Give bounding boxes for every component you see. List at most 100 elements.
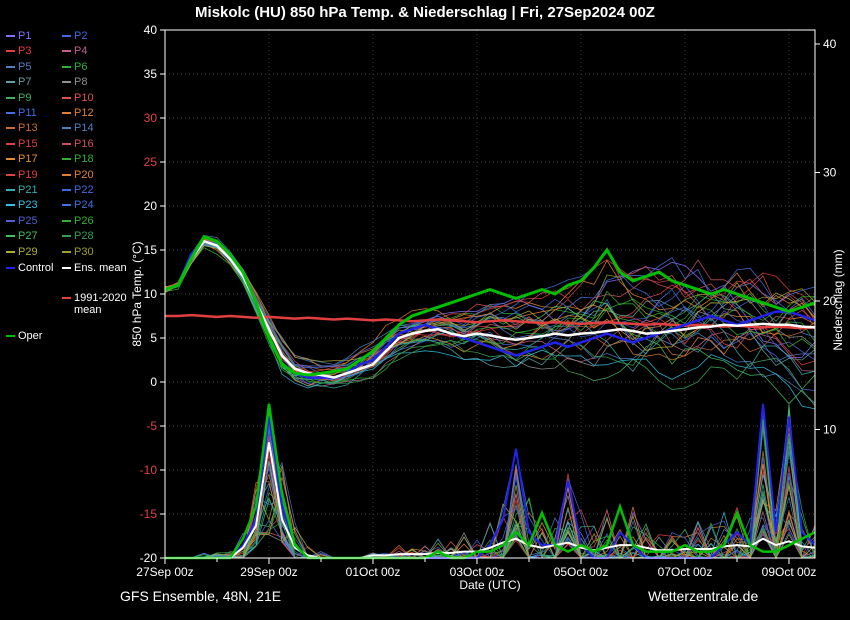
legend-item-label: P15 — [18, 137, 38, 150]
legend-item-label: P20 — [74, 168, 94, 181]
legend-color-dash-icon — [62, 65, 71, 68]
legend-item-p8: P8 — [62, 76, 87, 88]
legend-item-label: P23 — [18, 199, 38, 212]
legend-item-p20: P20 — [62, 169, 94, 181]
footer-site-name: Wetterzentrale.de — [648, 588, 759, 604]
legend-item-label: 1991-2020 mean — [74, 292, 127, 316]
svg-text:05Oct 00z: 05Oct 00z — [554, 565, 609, 579]
legend-item-label: P13 — [18, 122, 38, 135]
legend-item-label: P30 — [74, 245, 94, 258]
legend-color-dash-icon — [62, 204, 71, 207]
legend-item-label: P25 — [18, 214, 38, 227]
legend-item-label: P16 — [74, 137, 94, 150]
legend-item-label: P17 — [18, 153, 38, 166]
svg-text:-5: -5 — [146, 419, 157, 433]
legend-item-p19: P19 — [6, 169, 38, 181]
legend-color-dash-icon — [62, 235, 71, 238]
legend-item-label: P12 — [74, 107, 94, 119]
svg-text:29Sep 00z: 29Sep 00z — [240, 565, 297, 579]
x-axis-label: Date (UTC) — [459, 578, 521, 592]
legend-color-dash-icon — [6, 65, 15, 68]
legend-item-p6: P6 — [62, 61, 87, 73]
legend-item-p5: P5 — [6, 61, 31, 73]
legend-item-p4: P4 — [62, 45, 87, 57]
legend-color-dash-icon — [6, 219, 15, 222]
legend: P1 P2 P3 P4 P5 P6 P7 P8 P9 P10 P11 P12 P13 P14 P15 P16 P… — [4, 30, 144, 360]
legend-item-p18: P18 — [62, 153, 94, 165]
legend-item-label: P19 — [18, 168, 38, 181]
legend-item-p12: P12 — [62, 107, 94, 119]
legend-color-dash-icon — [62, 142, 71, 145]
legend-item-label: P18 — [74, 153, 94, 166]
legend-item-p16: P16 — [62, 138, 94, 150]
svg-text:-15: -15 — [140, 507, 158, 521]
legend-item-p3: P3 — [6, 45, 31, 57]
svg-text:35: 35 — [144, 67, 158, 81]
legend-color-dash-icon — [6, 250, 15, 253]
legend-item-label: Ens. mean — [74, 262, 127, 274]
legend-item-p25: P25 — [6, 215, 38, 227]
svg-text:10: 10 — [144, 287, 158, 301]
svg-text:40: 40 — [823, 37, 837, 51]
legend-color-dash-icon — [6, 173, 15, 176]
legend-item-label: P24 — [74, 199, 94, 212]
svg-text:09Oct 00z: 09Oct 00z — [762, 565, 817, 579]
legend-color-dash-icon — [62, 112, 71, 114]
legend-item-label: P28 — [74, 230, 94, 243]
legend-color-dash-icon — [6, 267, 15, 269]
legend-item-p29: P29 — [6, 246, 38, 258]
legend-item-clim-mean: 1991-2020 mean — [62, 292, 136, 316]
legend-item-p10: P10 — [62, 92, 94, 104]
legend-color-dash-icon — [62, 158, 71, 161]
legend-item-p23: P23 — [6, 199, 38, 211]
legend-color-dash-icon — [6, 189, 15, 191]
svg-text:-10: -10 — [140, 463, 158, 477]
legend-item-p14: P14 — [62, 122, 94, 134]
legend-item-label: P11 — [18, 107, 37, 119]
legend-item-label: P22 — [74, 184, 94, 196]
legend-item-label: P14 — [74, 122, 94, 135]
legend-item-p30: P30 — [62, 246, 94, 258]
legend-item-label: Oper — [18, 330, 43, 342]
legend-color-dash-icon — [6, 127, 15, 130]
legend-item-p27: P27 — [6, 230, 38, 242]
legend-color-dash-icon — [6, 158, 15, 161]
legend-color-dash-icon — [62, 297, 71, 299]
legend-item-p15: P15 — [6, 138, 38, 150]
legend-color-dash-icon — [6, 204, 15, 207]
legend-color-dash-icon — [62, 96, 71, 99]
legend-color-dash-icon — [62, 250, 71, 253]
svg-text:5: 5 — [150, 331, 157, 345]
legend-color-dash-icon — [6, 335, 15, 337]
legend-item-label: P7 — [18, 76, 32, 89]
svg-text:0: 0 — [150, 375, 157, 389]
right-axis-label: Niederschlag (mm) — [831, 249, 845, 351]
legend-item-label: P9 — [18, 91, 32, 104]
svg-text:07Oct 00z: 07Oct 00z — [658, 565, 713, 579]
legend-item-p7: P7 — [6, 76, 31, 88]
svg-text:15: 15 — [144, 243, 158, 257]
svg-text:27Sep 00z: 27Sep 00z — [136, 565, 193, 579]
legend-item-p21: P21 — [6, 184, 38, 196]
legend-color-dash-icon — [62, 35, 71, 37]
legend-color-dash-icon — [62, 267, 71, 269]
legend-item-p2: P2 — [62, 30, 87, 42]
legend-item-p28: P28 — [62, 230, 94, 242]
legend-item-p22: P22 — [62, 184, 94, 196]
legend-color-dash-icon — [6, 81, 15, 84]
svg-text:10: 10 — [823, 423, 837, 437]
legend-item-label: P26 — [74, 214, 94, 227]
svg-text:20: 20 — [823, 294, 837, 308]
legend-item-p17: P17 — [6, 153, 38, 165]
legend-item-label: P6 — [74, 60, 88, 73]
svg-text:25: 25 — [144, 155, 158, 169]
legend-item-label: Control — [18, 262, 54, 274]
legend-color-dash-icon — [6, 50, 15, 53]
svg-text:20: 20 — [144, 199, 158, 213]
legend-color-dash-icon — [6, 96, 15, 99]
footer-model-info: GFS Ensemble, 48N, 21E — [120, 588, 282, 604]
legend-color-dash-icon — [6, 112, 15, 114]
legend-item-p13: P13 — [6, 122, 38, 134]
